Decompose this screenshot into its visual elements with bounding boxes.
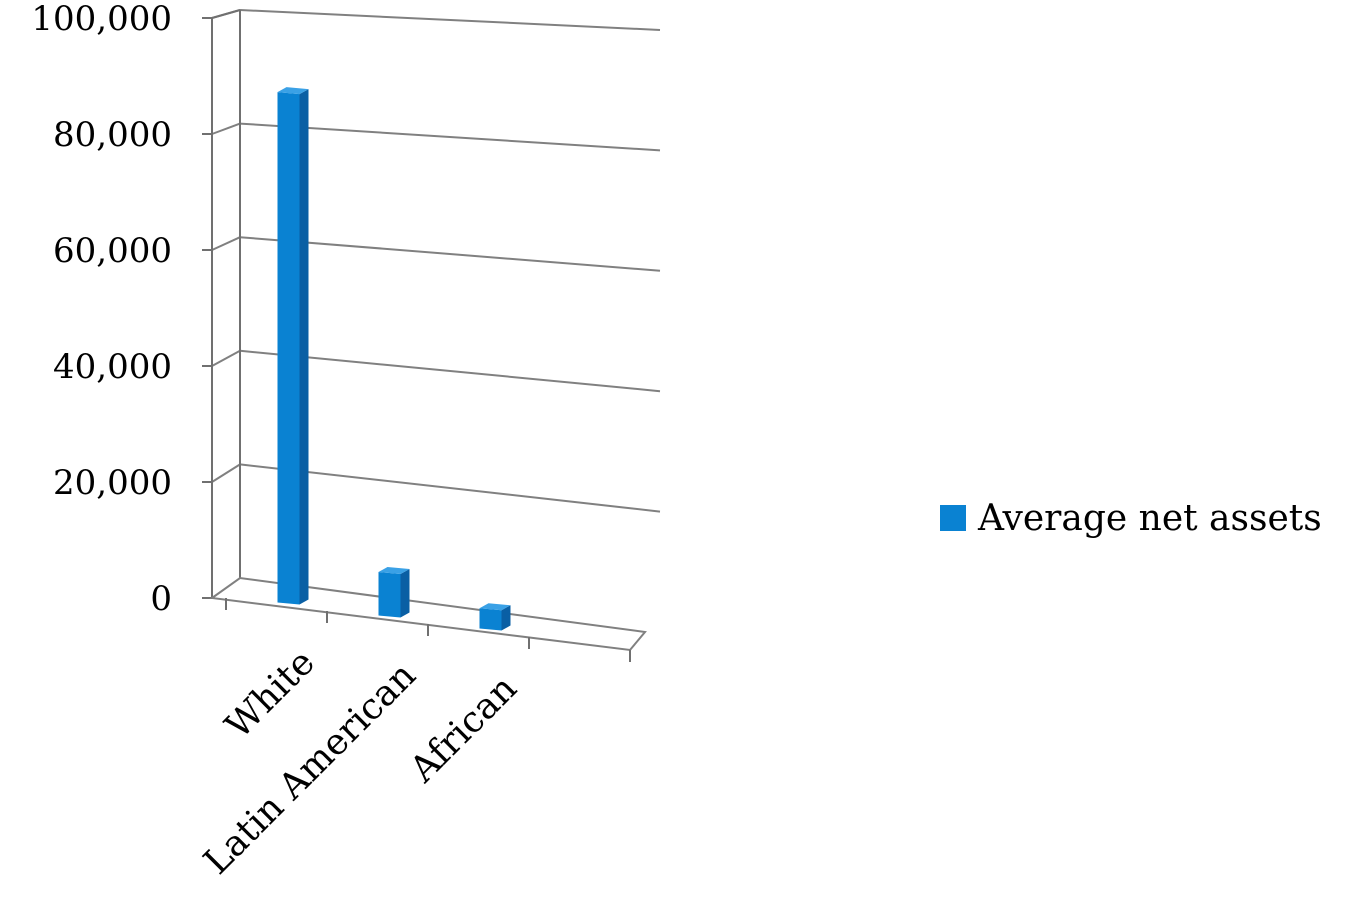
y-tick-label: 0 <box>150 579 172 619</box>
gridline-side <box>211 236 241 251</box>
y-tick-label: 80,000 <box>53 115 172 155</box>
y-tick-label: 100,000 <box>31 0 172 39</box>
gridlines <box>211 9 661 513</box>
y-tick-label: 40,000 <box>53 347 172 387</box>
bar-front <box>479 608 502 631</box>
bar-side <box>299 89 309 605</box>
gridline <box>239 463 661 513</box>
bar-top <box>378 567 410 574</box>
gridline <box>239 9 661 31</box>
gridline <box>239 349 661 393</box>
x-tick-label: White <box>218 642 323 747</box>
y-tick-label: 60,000 <box>53 231 172 271</box>
bar <box>479 603 511 631</box>
bar-top <box>277 87 309 95</box>
floor <box>209 576 647 652</box>
gridline-side <box>211 463 241 483</box>
bars <box>277 87 511 631</box>
y-tick-labels: 0 20,000 40,000 60,000 80,000 100,000 <box>31 0 172 619</box>
gridline <box>239 122 661 152</box>
legend-swatch <box>940 505 966 531</box>
bar <box>277 87 309 605</box>
y-tick-label: 20,000 <box>53 463 172 503</box>
bar <box>378 567 410 618</box>
bar-side <box>400 569 410 618</box>
gridline <box>239 236 661 272</box>
gridline-side <box>211 122 241 135</box>
legend: Average net assets <box>940 490 1322 546</box>
bar-side <box>501 605 511 631</box>
bar-top <box>479 603 511 611</box>
bar-front <box>277 92 300 605</box>
axes <box>202 9 647 662</box>
x-tick-label: Latin American <box>196 655 424 883</box>
bar-front <box>378 572 401 618</box>
gridline-side <box>211 349 241 367</box>
wall-top-edge <box>211 9 241 19</box>
legend-label: Average net assets <box>978 497 1322 539</box>
